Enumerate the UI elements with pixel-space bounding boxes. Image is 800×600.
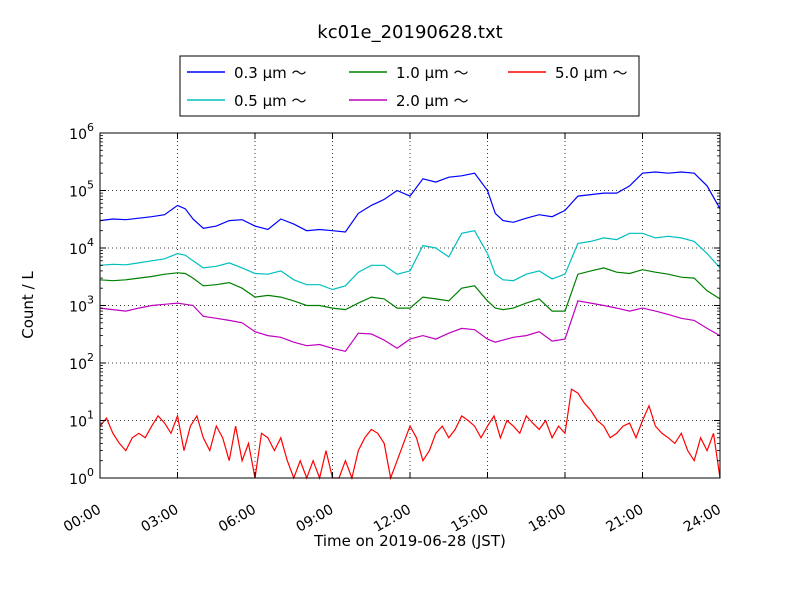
y-tick-label: 103 xyxy=(69,294,94,316)
series-line xyxy=(99,171,721,233)
y-tick-label: 104 xyxy=(69,236,94,258)
y-tick-label: 106 xyxy=(69,121,94,143)
grid-lines xyxy=(100,133,720,478)
legend-label: 1.0 μm ～ xyxy=(396,64,469,82)
legend-label: 2.0 μm ～ xyxy=(396,92,469,110)
y-tick-label: 102 xyxy=(69,351,94,373)
chart-title: kc01e_20190628.txt xyxy=(317,22,502,43)
legend-box xyxy=(179,55,640,117)
y-tick-label: 105 xyxy=(69,179,94,201)
series-line xyxy=(99,267,721,312)
series-line xyxy=(99,300,721,352)
legend-label: 0.3 μm ～ xyxy=(234,64,307,82)
legend-label: 5.0 μm ～ xyxy=(555,64,628,82)
legend-label: 0.5 μm ～ xyxy=(234,92,307,110)
y-axis-ticks: 100 101 102 103 104 105 106 xyxy=(69,121,720,488)
legend: 0.3 μm ～ 1.0 μm ～ 5.0 μm ～ 0.5 μm ～ 2.0 μm ～ xyxy=(179,55,640,117)
series-line xyxy=(99,230,721,291)
x-axis-label: Time on 2019-06-28 (JST) xyxy=(313,532,506,550)
series-lines xyxy=(99,171,721,481)
series-line xyxy=(99,388,721,481)
y-axis-label: Count / L xyxy=(19,271,37,339)
y-tick-label: 101 xyxy=(69,409,94,431)
y-tick-label: 100 xyxy=(69,466,94,488)
